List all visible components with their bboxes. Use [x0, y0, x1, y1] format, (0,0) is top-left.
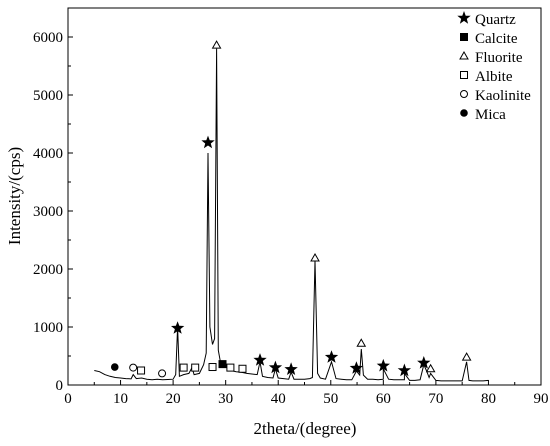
- x-axis-title: 2theta/(degree): [254, 419, 357, 438]
- xrd-pattern-line-0: [94, 48, 489, 382]
- calcite-marker: [218, 360, 227, 369]
- legend-quartz-label: Quartz: [475, 12, 516, 28]
- legend-mica-symbol: [460, 109, 468, 117]
- legend-kaolinite-label: Kaolinite: [475, 88, 531, 104]
- quartz-marker: [376, 358, 390, 372]
- quartz-marker: [253, 353, 267, 366]
- quartz-marker: [417, 356, 431, 369]
- y-tick-label: 6000: [33, 30, 63, 46]
- kaolinite-marker: [158, 369, 167, 378]
- fluorite-marker: [461, 352, 472, 361]
- x-tick-label: 60: [376, 391, 391, 407]
- x-tick-label: 0: [64, 391, 72, 407]
- x-tick-label: 10: [113, 391, 128, 407]
- mica-marker: [110, 363, 119, 371]
- albite-marker: [137, 366, 146, 375]
- fluorite-marker: [211, 40, 222, 49]
- x-tick-label: 40: [271, 391, 286, 407]
- fluorite-marker: [425, 363, 436, 373]
- kaolinite-marker: [129, 363, 138, 372]
- quartz-marker: [397, 363, 411, 377]
- x-tick-label: 90: [534, 391, 549, 407]
- quartz-marker: [324, 350, 339, 363]
- y-tick-label: 2000: [33, 262, 63, 278]
- quartz-marker: [201, 135, 215, 149]
- fluorite-marker: [310, 252, 320, 262]
- albite-marker: [179, 363, 188, 372]
- y-tick-label: 5000: [33, 88, 63, 104]
- x-tick-label: 80: [481, 391, 496, 407]
- y-axis-title: Intensity/(cps): [5, 147, 24, 245]
- y-tick-label: 3000: [33, 204, 63, 220]
- legend-calcite-symbol: [460, 33, 468, 41]
- quartz-marker: [171, 321, 185, 334]
- x-tick-label: 20: [166, 391, 181, 407]
- y-tick-label: 0: [56, 378, 64, 394]
- albite-marker: [226, 363, 235, 372]
- fluorite-marker: [356, 338, 367, 347]
- albite-marker: [208, 363, 217, 372]
- plot-frame: [67, 7, 542, 386]
- legend-albite-label: Albite: [475, 69, 513, 85]
- x-tick-label: 50: [323, 391, 338, 407]
- quartz-marker: [268, 360, 283, 374]
- albite-marker: [191, 363, 200, 372]
- legend-kaolinite-symbol: [460, 90, 468, 98]
- legend-albite-symbol: [460, 71, 468, 79]
- y-tick-label: 4000: [33, 146, 63, 162]
- legend-mica-label: Mica: [475, 107, 506, 123]
- x-tick-label: 70: [428, 391, 443, 407]
- quartz-marker: [284, 362, 298, 375]
- legend-fluorite-symbol: [459, 50, 469, 60]
- legend-calcite-label: Calcite: [475, 31, 518, 47]
- y-tick-label: 1000: [33, 320, 63, 336]
- x-tick-label: 30: [218, 391, 233, 407]
- quartz-marker: [349, 361, 363, 374]
- legend-quartz-symbol: [457, 11, 471, 24]
- albite-marker: [238, 364, 247, 373]
- legend-fluorite-label: Fluorite: [475, 50, 523, 66]
